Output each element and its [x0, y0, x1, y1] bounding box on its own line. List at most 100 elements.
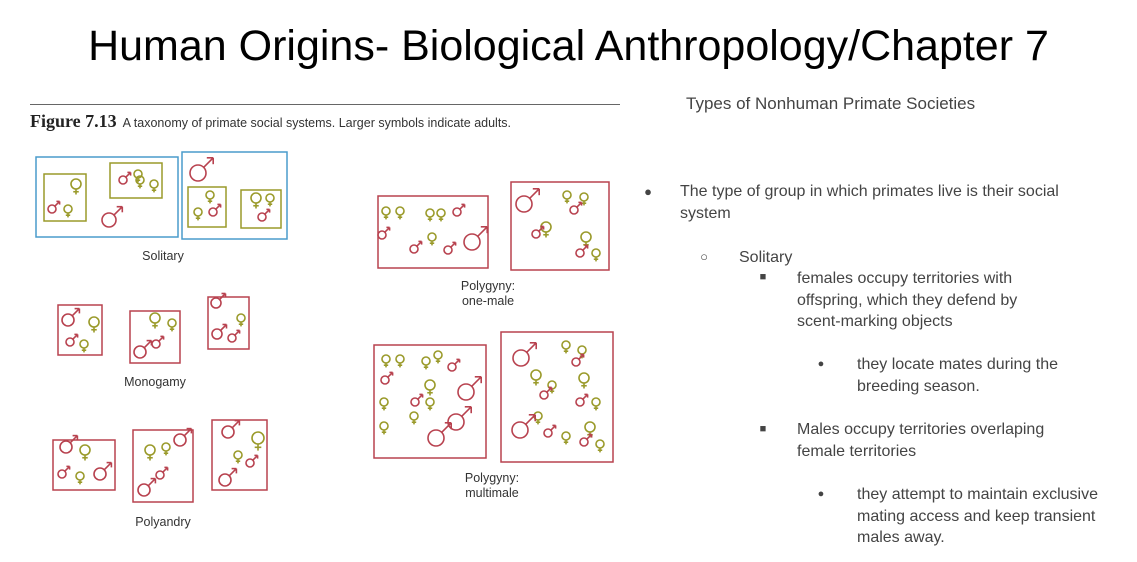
- slide-title: Human Origins- Biological Anthropology/C…: [88, 22, 1049, 70]
- female-symbol: [530, 369, 542, 386]
- male-symbol: [59, 434, 79, 454]
- male-symbol: [515, 187, 541, 213]
- female-symbol: [421, 356, 431, 370]
- bullet-square-marker: ■: [759, 423, 767, 435]
- male-symbol: [189, 156, 214, 182]
- bullet-circle-marker: ○: [700, 249, 708, 264]
- male-symbol: [463, 226, 489, 251]
- female-symbol: [561, 340, 571, 354]
- solitary-range-box: [181, 151, 288, 240]
- female-symbol: [236, 313, 246, 327]
- label-polygyny-multimale-line2: multimale: [465, 486, 519, 500]
- male-symbol: [208, 203, 222, 217]
- bullet-females-territories: females occupy territories with offsprin…: [797, 270, 1018, 330]
- female-symbol: [149, 312, 161, 329]
- label-monogamy: Monogamy: [124, 375, 187, 389]
- female-symbol: [578, 372, 590, 389]
- male-symbol: [61, 307, 81, 327]
- male-symbol: [410, 393, 424, 407]
- male-symbol: [227, 329, 241, 343]
- female-symbol: [135, 175, 145, 189]
- female-symbol: [579, 192, 589, 206]
- male-symbol: [409, 240, 423, 254]
- male-symbol: [93, 461, 113, 481]
- male-symbol: [531, 225, 545, 239]
- figure-top-rule: [30, 104, 620, 105]
- male-symbol: [210, 292, 227, 309]
- male-symbol: [443, 241, 457, 255]
- female-symbol: [424, 379, 436, 396]
- polygyny-one-male-box: [510, 181, 610, 271]
- figure-caption: Figure 7.13 A taxonomy of primate social …: [30, 111, 511, 132]
- bullet-social-system: The type of group in which primates live…: [680, 183, 1059, 222]
- female-symbol: [63, 204, 73, 218]
- male-symbol: [452, 203, 466, 217]
- male-symbol: [65, 333, 79, 347]
- female-symbol: [75, 471, 85, 485]
- monogamy-group-box: [57, 304, 103, 356]
- monogamy-group-box: [129, 310, 181, 364]
- male-symbol: [218, 467, 238, 487]
- polyandry-group-box: [211, 419, 268, 491]
- male-symbol: [257, 208, 271, 222]
- male-symbol: [118, 171, 132, 185]
- female-symbol: [144, 444, 156, 461]
- female-symbol: [425, 397, 435, 411]
- bullet-solitary: Solitary: [739, 249, 793, 266]
- figure-caption-text: A taxonomy of primate social systems. La…: [122, 116, 512, 130]
- female-symbol: [591, 397, 601, 411]
- bullet-disc-marker: ●: [817, 358, 825, 370]
- label-polygyny-multimale-line1: Polygyny:: [465, 471, 519, 485]
- female-symbol: [250, 192, 262, 209]
- polygyny-one-male-box: [377, 195, 489, 269]
- female-symbol: [265, 193, 275, 207]
- female-symbol: [379, 421, 389, 435]
- female-symbol: [193, 207, 203, 221]
- male-symbol: [512, 342, 538, 367]
- female-symbol: [540, 221, 552, 238]
- male-symbol: [137, 477, 157, 497]
- male-symbol: [579, 433, 593, 447]
- female-symbol: [381, 354, 391, 368]
- male-symbol: [221, 419, 241, 439]
- primate-social-systems-figure: Solitary Monogamy Polyandry Polygyny: on…: [35, 151, 614, 529]
- solitary-range-box: [35, 156, 179, 238]
- female-symbol: [233, 450, 243, 464]
- male-symbol: [377, 226, 391, 240]
- female-symbol: [595, 439, 605, 453]
- male-symbol: [575, 244, 589, 258]
- female-symbol: [149, 179, 159, 193]
- female-symbol: [161, 442, 171, 456]
- female-symbol: [433, 350, 443, 364]
- female-territory-box: [43, 173, 87, 222]
- female-symbol: [436, 208, 446, 222]
- female-territory-box: [187, 186, 227, 228]
- bullet-males-territories: Males occupy territories overlaping fema…: [797, 421, 1045, 460]
- female-symbol: [425, 208, 435, 222]
- female-symbol: [591, 248, 601, 262]
- male-symbol: [245, 454, 259, 468]
- male-symbol: [57, 465, 71, 479]
- bullet-exclusive-mating: they attempt to maintain exclusive matin…: [857, 486, 1099, 546]
- male-symbol: [569, 201, 583, 215]
- female-symbol: [167, 318, 177, 332]
- polyandry-group-box: [52, 439, 116, 491]
- male-symbol: [47, 200, 61, 214]
- female-symbol: [133, 169, 143, 183]
- male-symbol: [447, 358, 461, 372]
- male-symbol: [173, 427, 193, 447]
- female-symbol: [70, 178, 82, 195]
- female-symbol: [427, 232, 437, 246]
- male-symbol: [211, 323, 228, 340]
- female-symbol: [379, 397, 389, 411]
- female-symbol: [79, 444, 91, 461]
- monogamy-group-box: [207, 296, 250, 350]
- label-polygyny-one-male-line2: one-male: [462, 294, 514, 308]
- male-symbol: [571, 353, 585, 367]
- female-symbol: [562, 190, 572, 204]
- female-territory-box: [240, 189, 282, 229]
- female-symbol: [88, 316, 100, 333]
- female-symbol: [79, 339, 89, 353]
- male-symbol: [511, 413, 537, 439]
- female-symbol: [409, 411, 419, 425]
